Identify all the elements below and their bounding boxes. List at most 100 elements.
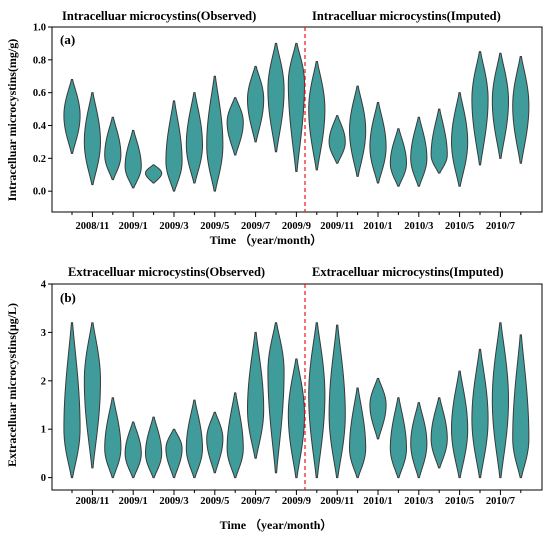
violin-2009-11 xyxy=(328,115,346,164)
x-tick-label: 2009/3 xyxy=(159,496,188,507)
violin-2008-11 xyxy=(83,322,101,469)
x-tick-label: 2009/1 xyxy=(119,221,148,232)
chart-title-imputed: Extracelluar microcystins(Imputed) xyxy=(312,265,504,279)
x-tick-label: 2009/5 xyxy=(200,496,229,507)
x-tick-label: 2009/5 xyxy=(200,221,229,232)
violins xyxy=(63,322,530,479)
plot-frame xyxy=(51,26,543,213)
y-tick-label: 1.0 xyxy=(33,23,46,34)
violin-2009-5 xyxy=(206,411,224,474)
violin-2009-9 xyxy=(287,358,305,479)
chart-title-imputed: Intracelluar microcystins(Imputed) xyxy=(312,9,501,23)
violin-2010-6 xyxy=(471,348,489,479)
y-axis-label: Extracelluar microcystins(μg/L) xyxy=(5,303,19,467)
violin-2009-1 xyxy=(124,421,142,479)
y-tick-label: 0.4 xyxy=(33,121,47,132)
violin-2010-7 xyxy=(491,52,510,159)
x-tick-label: 2010/5 xyxy=(445,221,474,232)
x-ticks: 2008/11 2009/1 2009/3 2009/5 2009/7 2009/9 200… xyxy=(71,490,522,507)
violin-2009-3 xyxy=(165,100,183,192)
violin-2008-10 xyxy=(63,79,81,154)
violin-2009-12 xyxy=(348,387,367,479)
y-tick-label: 0.0 xyxy=(33,187,46,198)
x-tick-label: 2010/1 xyxy=(363,221,392,232)
x-tick-label: 2010/3 xyxy=(404,496,433,507)
violin-2009-2 xyxy=(144,164,163,184)
violin-2009-7 xyxy=(247,331,265,459)
y-tick-label: 0 xyxy=(41,473,46,484)
violin-2009-10 xyxy=(308,60,326,171)
panel-extracellular: Extracelluar microcystins(Observed) Extr… xyxy=(5,265,543,532)
plot-frame xyxy=(51,283,543,491)
violin-2009-12 xyxy=(348,85,367,177)
violin-2010-4 xyxy=(430,108,448,174)
violin-2009-11 xyxy=(328,324,346,479)
violin-2009-8 xyxy=(267,322,285,474)
violin-2009-7 xyxy=(247,65,265,143)
violin-2009-9 xyxy=(287,42,305,172)
panel-label: (a) xyxy=(60,32,75,47)
y-ticks: 0.0 0.2 0.4 0.6 0.8 1.0 xyxy=(33,23,52,198)
x-tick-label: 2009/11 xyxy=(320,221,354,232)
y-tick-label: 3 xyxy=(41,328,46,339)
violin-2009-4 xyxy=(185,92,204,184)
violin-2010-2 xyxy=(389,397,408,479)
x-tick-label: 2009/7 xyxy=(241,496,270,507)
violin-2010-5 xyxy=(451,92,469,187)
violin-2009-10 xyxy=(308,322,326,479)
x-tick-label: 2010/7 xyxy=(486,496,515,507)
violin-2009-1 xyxy=(124,129,142,189)
chart-title-observed: Intracelluar microcystins(Observed) xyxy=(62,9,256,23)
y-tick-label: 4 xyxy=(41,280,47,291)
violin-2008-12 xyxy=(104,116,122,181)
violin-2010-8 xyxy=(512,334,530,479)
panel-intracellular: Intracelluar microcystins(Observed) Intr… xyxy=(5,9,543,247)
violin-2010-2 xyxy=(389,128,407,187)
violin-2009-8 xyxy=(267,42,285,153)
violin-2008-10 xyxy=(63,322,81,479)
violin-2009-3 xyxy=(165,428,183,479)
violin-2009-2 xyxy=(145,416,163,479)
x-tick-label: 2010/1 xyxy=(363,496,392,507)
y-tick-label: 0.8 xyxy=(33,55,46,66)
y-axis-label: Intracelluar microcystins(mg/g) xyxy=(5,39,19,202)
violin-2010-7 xyxy=(491,322,510,479)
chart-title-observed: Extracelluar microcystins(Observed) xyxy=(68,265,265,279)
violin-2010-3 xyxy=(410,402,428,479)
violin-2010-4 xyxy=(430,397,448,469)
x-ticks: 2008/11 2009/1 2009/3 2009/5 2009/7 2009/9 200… xyxy=(71,212,522,232)
y-tick-label: 0.6 xyxy=(33,88,46,99)
y-ticks: 0 1 2 3 4 xyxy=(41,280,52,484)
violin-2009-5 xyxy=(206,75,224,192)
x-tick-label: 2010/3 xyxy=(404,221,433,232)
violin-2009-6 xyxy=(226,97,244,156)
violin-2010-1 xyxy=(369,102,387,184)
y-tick-label: 2 xyxy=(41,376,46,387)
violin-2008-12 xyxy=(104,397,122,479)
violin-2010-1 xyxy=(369,377,387,440)
x-axis-label: Time （year/month） xyxy=(210,232,323,247)
panel-label: (b) xyxy=(60,290,76,305)
x-tick-label: 2008/11 xyxy=(75,221,109,232)
y-tick-label: 0.2 xyxy=(33,154,46,165)
x-tick-label: 2009/3 xyxy=(159,221,188,232)
x-tick-label: 2009/11 xyxy=(320,496,354,507)
violin-2010-8 xyxy=(512,56,530,164)
violin-2010-3 xyxy=(410,116,428,187)
y-tick-label: 1 xyxy=(41,425,46,436)
x-axis-label: Time （year/month） xyxy=(220,517,333,532)
violin-2010-5 xyxy=(450,370,469,479)
violin-2008-11 xyxy=(83,92,102,186)
x-tick-label: 2009/9 xyxy=(282,221,311,232)
violin-2010-6 xyxy=(471,51,489,166)
x-tick-label: 2010/5 xyxy=(445,496,474,507)
x-tick-label: 2008/11 xyxy=(75,496,109,507)
violin-2009-6 xyxy=(226,392,244,479)
x-tick-label: 2009/7 xyxy=(241,221,270,232)
x-tick-label: 2010/7 xyxy=(486,221,515,232)
violins xyxy=(63,42,530,192)
x-tick-label: 2009/1 xyxy=(119,496,148,507)
x-tick-label: 2009/9 xyxy=(282,496,311,507)
violin-2009-4 xyxy=(185,399,204,479)
